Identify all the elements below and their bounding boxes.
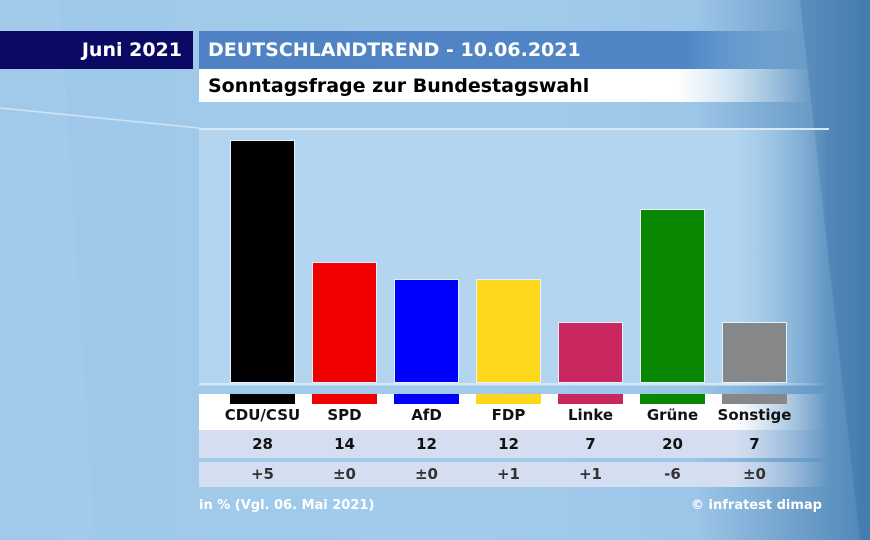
month-badge: Juni 2021 [0, 31, 193, 69]
value-label-sonstige: 7 [749, 435, 760, 453]
values-row: 28 14 12 12 7 20 7 [199, 430, 829, 458]
value-label-cdu-csu: 28 [252, 435, 273, 453]
change-label-linke: +1 [578, 465, 602, 483]
footnote: in % (Vgl. 06. Mai 2021) [199, 498, 375, 513]
legend-swatch-sonstige [722, 394, 787, 404]
legend-swatch-fdp [476, 394, 541, 404]
bar-linke [558, 322, 623, 383]
tick-label-fdp: FDP [491, 406, 526, 424]
value-label-gr-ne: 20 [662, 435, 683, 453]
bar-cdu-csu [230, 140, 295, 383]
change-label-afd: ±0 [414, 465, 438, 483]
value-label-spd: 14 [334, 435, 355, 453]
change-label-gr-ne: -6 [664, 465, 681, 483]
value-label-fdp: 12 [498, 435, 519, 453]
legend-swatch-spd [312, 394, 377, 404]
tick-label-afd: AfD [411, 406, 442, 424]
tick-label-cdu-csu: CDU/CSU [224, 406, 301, 424]
change-label-sonstige: ±0 [742, 465, 766, 483]
legend-swatch-afd [394, 394, 459, 404]
bar-sonstige [722, 322, 787, 383]
legend-swatch-gr-ne [640, 394, 705, 404]
tick-label-spd: SPD [327, 406, 362, 424]
change-label-fdp: +1 [496, 465, 520, 483]
change-label-spd: ±0 [332, 465, 356, 483]
legend-swatch-cdu-csu [230, 394, 295, 404]
change-label-cdu-csu: +5 [250, 465, 274, 483]
value-label-linke: 7 [585, 435, 596, 453]
page-title: DEUTSCHLANDTREND - 10.06.2021 [199, 31, 810, 69]
bar-afd [394, 278, 459, 383]
tick-label-linke: Linke [567, 406, 614, 424]
legend-swatch-linke [558, 394, 623, 404]
tick-label-sonstige: Sonstige [717, 406, 792, 424]
value-label-afd: 12 [416, 435, 437, 453]
chart-subtitle: Sonntagsfrage zur Bundestagswahl [199, 69, 810, 102]
source-credit: © infratest dimap [691, 498, 822, 513]
bar-gr-ne [640, 209, 705, 383]
tick-label-gr-ne: Grüne [646, 406, 699, 424]
baseline [199, 383, 829, 385]
bar-spd [312, 261, 377, 383]
bar-fdp [476, 278, 541, 383]
party-labels-row: CDU/CSU SPD AfD FDP Linke Grüne Sonstige [199, 394, 829, 430]
changes-row: +5 ±0 ±0 +1 +1 -6 ±0 [199, 462, 829, 487]
